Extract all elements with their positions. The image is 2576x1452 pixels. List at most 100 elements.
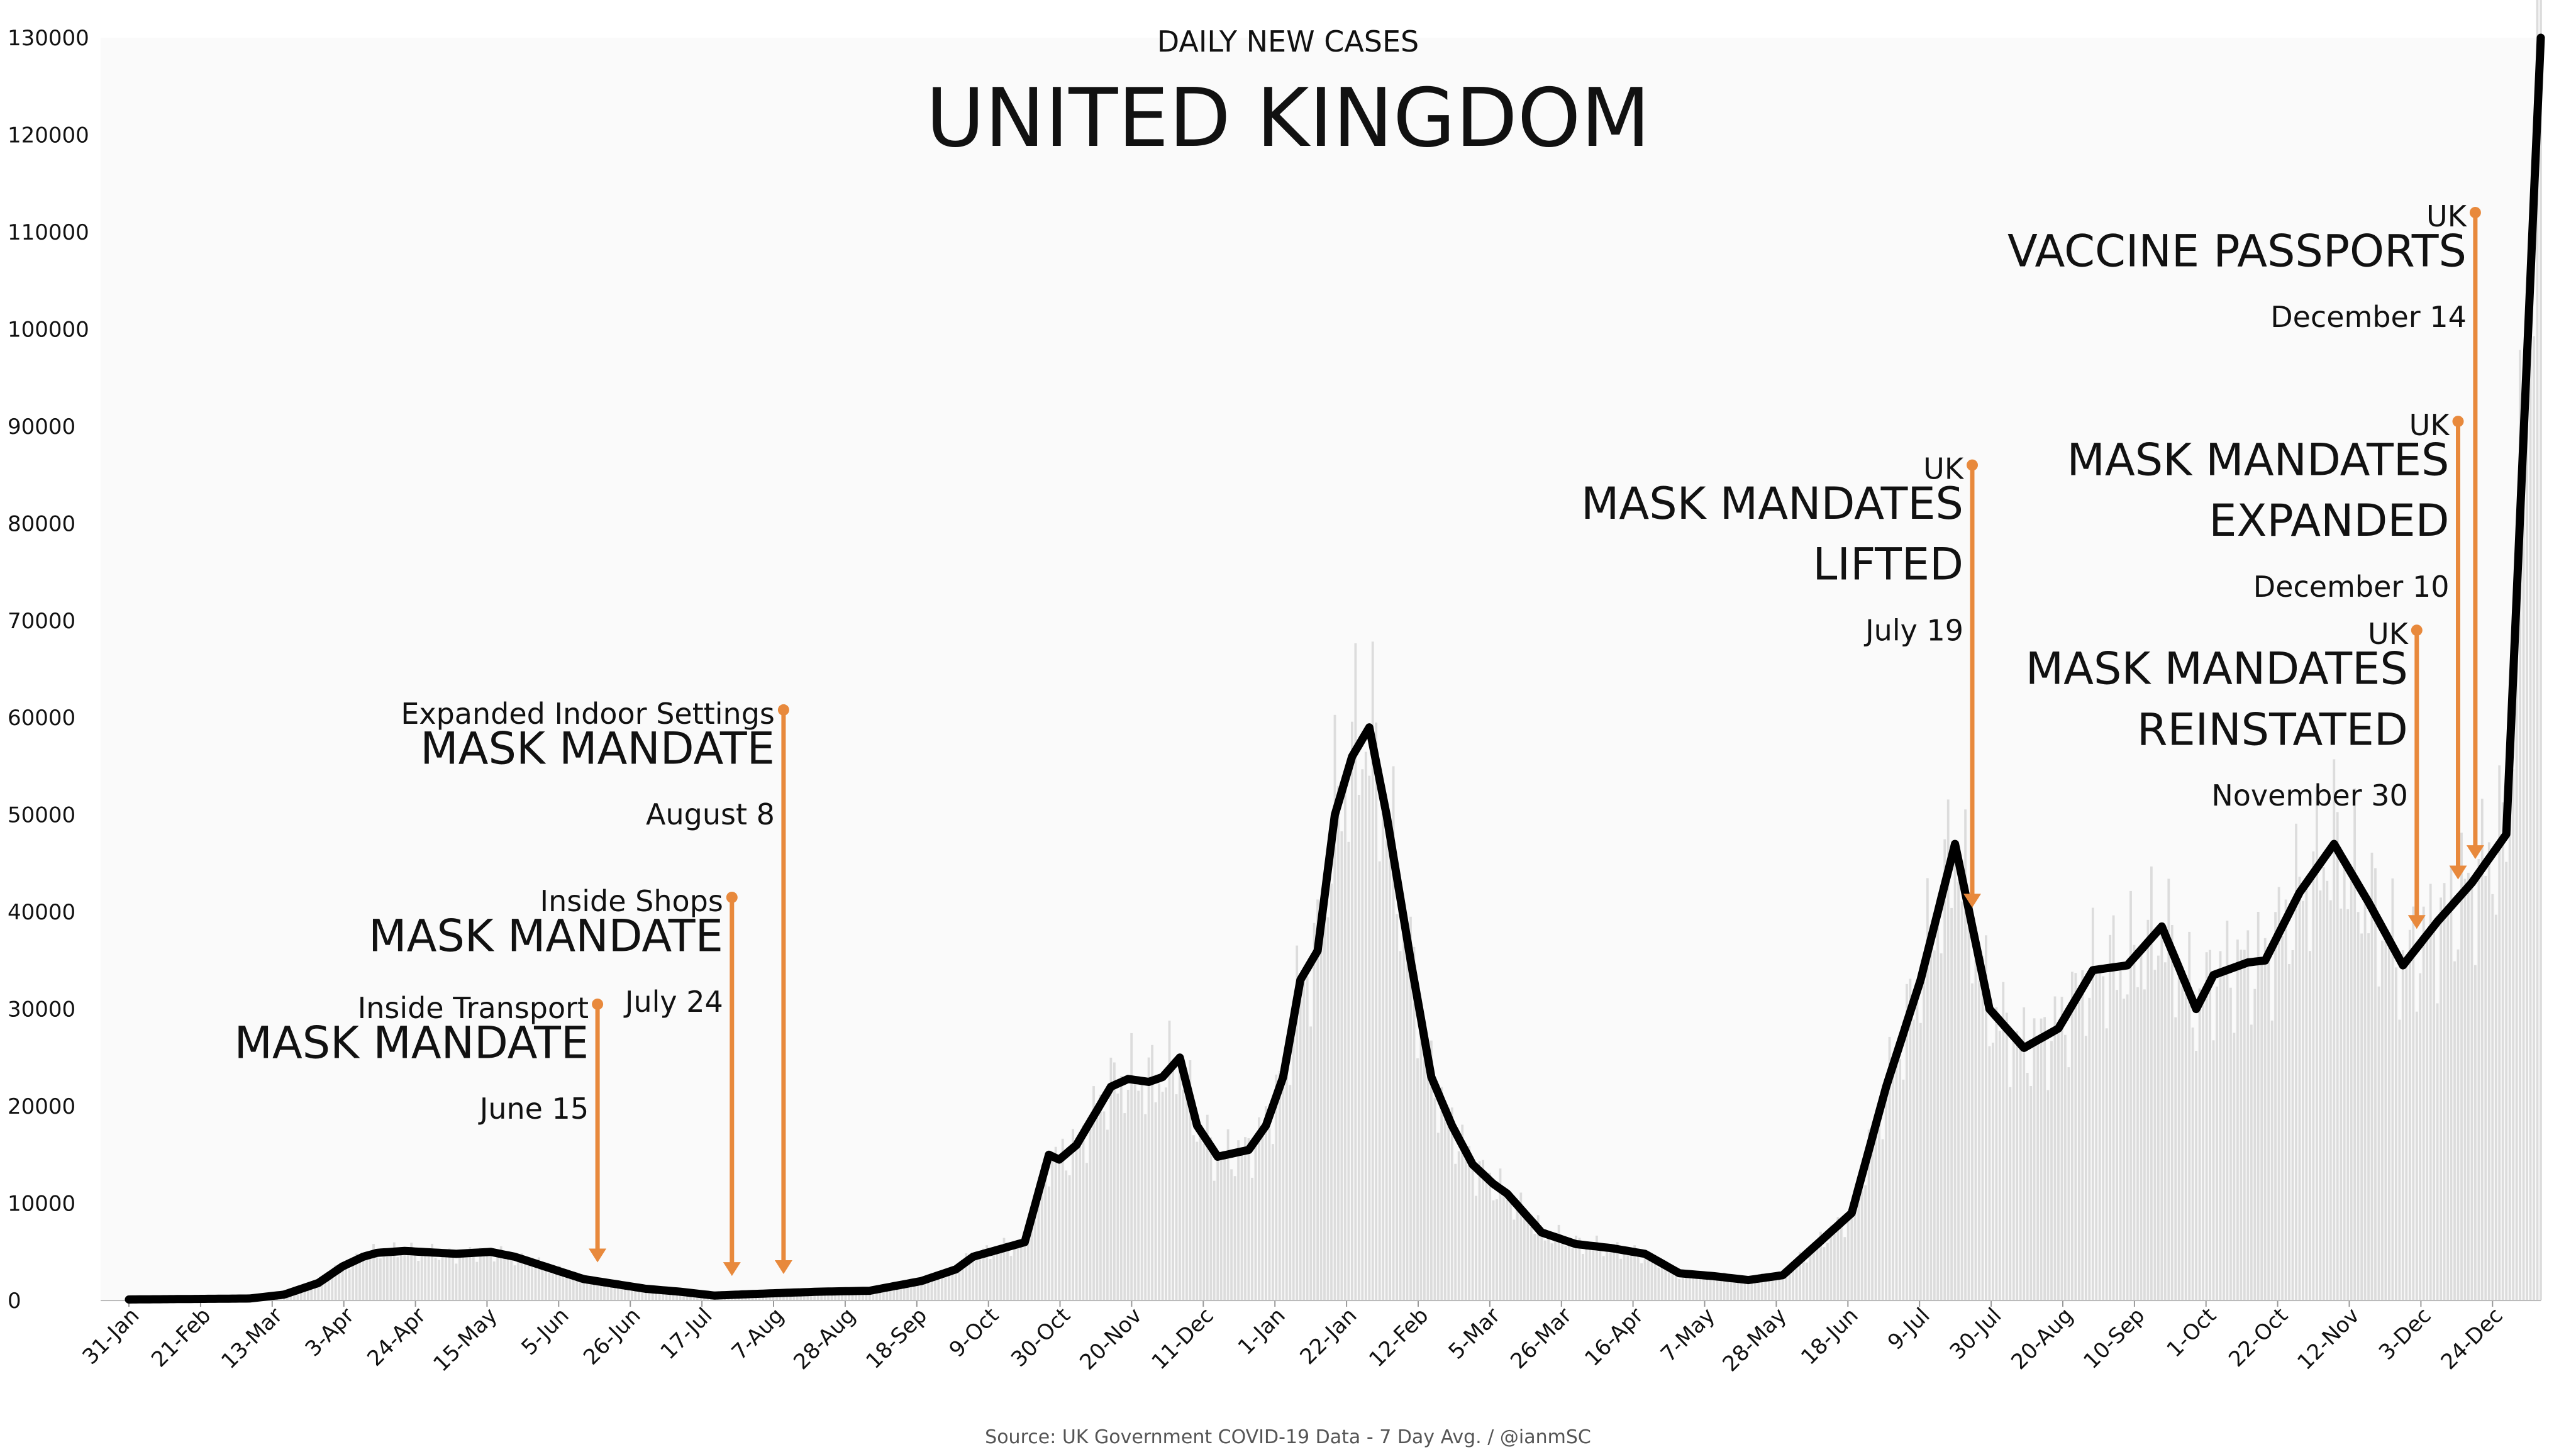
daily-bar [1147,1057,1150,1300]
daily-bar [1953,860,1957,1300]
daily-bar [1371,641,1374,1300]
daily-bar [2157,955,2160,1300]
annotation-text: MASK MANDATES [2067,435,2449,486]
daily-bar [1702,1271,1705,1300]
daily-bar [965,1253,968,1300]
daily-bar [462,1249,465,1300]
daily-bar [1030,1226,1033,1300]
daily-bar [1899,1058,1901,1300]
daily-bar [599,1283,602,1300]
daily-bar [1268,1128,1271,1300]
daily-bar [479,1248,482,1300]
daily-bar [1009,1256,1013,1300]
daily-bar [2095,968,2098,1300]
daily-bar [1902,1079,1905,1300]
annotation-text: June 15 [478,1092,589,1126]
annotation-text: MASK MANDATE [420,723,775,774]
daily-bar [2198,988,2201,1300]
daily-bar [2136,987,2139,1300]
daily-bar [2029,1086,2033,1300]
daily-bar [2102,976,2105,1300]
y-tick-label: 0 [8,1289,21,1314]
daily-bar [1661,1268,1663,1300]
daily-bar [1806,1262,1808,1300]
daily-bar [334,1265,337,1300]
daily-bar [2270,1020,2273,1300]
daily-bar [1199,1128,1202,1300]
daily-bar [1530,1226,1533,1300]
daily-bar [362,1257,365,1300]
daily-bar [1096,1112,1099,1300]
annotation-text: December 14 [2270,300,2467,334]
daily-bar [1382,800,1385,1300]
daily-bar [2446,904,2449,1300]
daily-bar [1978,980,1980,1300]
y-tick-label: 60000 [8,706,75,731]
daily-bar [496,1256,499,1300]
daily-bar [1681,1272,1684,1300]
daily-bar [958,1270,961,1300]
daily-bar [1836,1217,1840,1300]
daily-bar [2119,965,2122,1300]
daily-bar [1137,1090,1140,1300]
daily-bar [2091,907,2094,1300]
daily-bar [2512,769,2515,1300]
daily-bar [365,1259,368,1300]
daily-bar [1385,840,1388,1300]
daily-bar [1065,1170,1068,1300]
daily-bar [382,1252,386,1300]
daily-bar [1964,809,1967,1300]
daily-bar [458,1255,461,1300]
daily-bar [1378,861,1381,1300]
annotation-text: Inside Transport [358,991,589,1025]
daily-bar [1196,1141,1199,1300]
daily-bar [1482,1160,1484,1300]
daily-bar [517,1253,519,1300]
daily-bar [1285,1041,1288,1300]
daily-bar [1536,1215,1540,1300]
daily-bar [2253,989,2257,1300]
daily-bar [1716,1280,1719,1300]
daily-bar [1592,1246,1595,1300]
daily-bar [1561,1243,1563,1300]
daily-bar [2477,859,2480,1300]
daily-bar [658,1292,661,1300]
daily-bar [1089,1124,1092,1300]
daily-bar [2184,977,2187,1300]
daily-bar [2074,973,2077,1300]
daily-bar [1068,1175,1071,1300]
daily-bar [2505,862,2508,1300]
daily-bar [1457,1151,1460,1300]
daily-bar [1061,1138,1064,1300]
daily-bar [2467,872,2470,1300]
daily-bar [1533,1234,1536,1300]
daily-bar [420,1251,423,1300]
daily-bar [1813,1247,1815,1300]
daily-bar [1002,1238,1006,1300]
daily-bar [1496,1199,1498,1300]
daily-bar [1850,1204,1853,1300]
daily-bar [1144,1114,1147,1300]
daily-bar [531,1266,533,1300]
daily-bar [617,1282,619,1300]
daily-bar [1219,1153,1223,1300]
daily-bar [1878,1104,1880,1300]
daily-bar [2508,747,2511,1300]
daily-bar [513,1265,516,1300]
daily-bar [2140,950,2143,1300]
daily-bar [606,1282,609,1300]
daily-bar [1054,1146,1057,1300]
daily-bar [2460,833,2463,1300]
daily-bar [386,1256,389,1300]
daily-bar [1402,906,1405,1300]
daily-bar [1816,1241,1819,1300]
daily-bar [345,1265,347,1300]
daily-bar [2216,986,2218,1300]
daily-bar [520,1253,523,1300]
daily-bar [1119,1076,1123,1300]
daily-bar [1967,900,1970,1300]
daily-bar [2160,933,2163,1300]
daily-bar [1764,1278,1767,1300]
daily-bar [482,1249,486,1300]
daily-bar [2064,1034,2067,1300]
